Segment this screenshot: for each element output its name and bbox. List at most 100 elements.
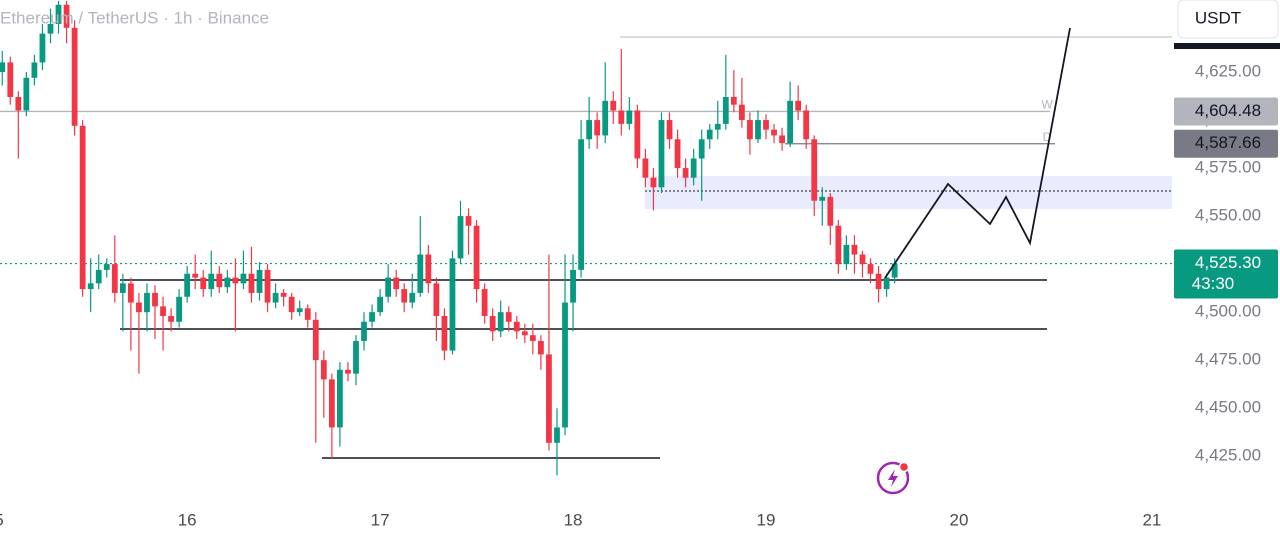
candle-body <box>706 129 713 140</box>
candle-body <box>618 110 625 124</box>
y-tick-label: 4,625.00 <box>1195 62 1261 81</box>
candle-body <box>497 312 504 332</box>
candle-body <box>570 269 576 303</box>
candle-body <box>320 360 327 380</box>
candle-body <box>47 24 54 34</box>
candle-body <box>111 264 118 293</box>
candle-body <box>248 273 255 293</box>
candle-body <box>666 120 673 140</box>
candle-body <box>827 196 834 226</box>
candle-body <box>280 292 287 297</box>
candle-body <box>176 296 183 322</box>
candle-body <box>264 269 271 303</box>
candle-body <box>610 100 617 111</box>
candle-body <box>763 120 769 130</box>
candle-body <box>722 97 729 124</box>
candle-body <box>867 264 874 274</box>
candle-body <box>417 254 424 293</box>
candle-body <box>562 302 568 428</box>
candle-body <box>256 269 263 293</box>
candle-body <box>634 110 641 159</box>
y-axis: USDT 4,425.00 4,450.00 4,475.00 4,500.00 4,5… <box>1172 0 1280 534</box>
candle-body <box>586 120 593 140</box>
candle-body <box>224 277 231 288</box>
alert-icon[interactable] <box>876 461 910 495</box>
currency-label: USDT <box>1195 8 1241 27</box>
candle-body <box>714 123 721 130</box>
candle-body <box>337 369 343 428</box>
candle-body <box>39 33 46 63</box>
candle-body <box>594 120 601 136</box>
candle-body <box>626 110 633 124</box>
candle-body <box>385 277 392 297</box>
candle-body <box>883 277 890 290</box>
candle-body <box>144 292 150 313</box>
candle-body <box>23 77 30 111</box>
candle-body <box>304 308 311 320</box>
price-badge <box>1174 129 1278 158</box>
candle-body <box>795 100 802 111</box>
candle-body <box>811 139 818 201</box>
candle-body <box>296 308 303 313</box>
price-line-tag: W <box>1041 98 1053 112</box>
candle-body <box>642 158 649 178</box>
x-tick-label: 16 <box>178 510 197 529</box>
candle-body <box>168 315 174 322</box>
candle-body <box>803 110 810 140</box>
countdown-label: 43:30 <box>1192 274 1235 293</box>
candle-body <box>441 315 448 351</box>
candle-body <box>87 283 94 290</box>
candle-body <box>312 319 319 361</box>
candle-body <box>272 292 279 303</box>
candle-body <box>216 273 223 288</box>
projection-path <box>884 27 1071 279</box>
candle-body <box>779 135 785 144</box>
x-tick-label: 17 <box>371 510 390 529</box>
candle-body <box>63 4 70 28</box>
price-badge <box>1174 97 1278 126</box>
candle-body <box>747 120 753 140</box>
candle-body <box>875 273 882 290</box>
candle-body <box>393 277 400 290</box>
candle-body <box>819 196 826 201</box>
candle-body <box>79 125 86 290</box>
x-tick-label: 19 <box>757 510 776 529</box>
y-tick-label: 4,575.00 <box>1195 158 1261 177</box>
candle-body <box>730 97 737 105</box>
candle-body <box>787 100 794 144</box>
candle-body <box>859 254 866 265</box>
candle-body <box>240 273 247 284</box>
currency-button[interactable] <box>1177 0 1279 39</box>
x-tick-label: 18 <box>564 510 583 529</box>
candle-body <box>232 277 239 284</box>
y-tick-label: 4,475.00 <box>1195 350 1261 369</box>
candle-body <box>843 244 850 265</box>
candle-body <box>529 335 536 341</box>
last-price-badge <box>1174 249 1278 299</box>
candle-body <box>465 216 472 226</box>
candle-body <box>835 225 842 265</box>
candle-body <box>738 104 745 121</box>
candle-body <box>513 321 520 332</box>
candle-body <box>521 331 528 336</box>
candle-body <box>578 139 584 270</box>
last-price-label: 4,525.30 <box>1195 253 1261 272</box>
candle-body <box>554 427 560 443</box>
x-tick-label: 21 <box>1142 510 1161 529</box>
candle-body <box>771 129 777 136</box>
price-line-tag: D <box>1043 130 1052 144</box>
candle-body <box>851 244 858 255</box>
candle-body <box>401 289 408 303</box>
candle-body <box>457 216 464 259</box>
candle-body <box>650 177 657 188</box>
candle-body <box>353 340 359 374</box>
candle-body <box>409 292 416 303</box>
candle-body <box>755 120 761 140</box>
candle-body <box>473 225 480 290</box>
candle-body <box>690 158 697 178</box>
candle-body <box>345 369 351 374</box>
icon-dot <box>898 461 910 473</box>
candle-body <box>0 62 6 73</box>
